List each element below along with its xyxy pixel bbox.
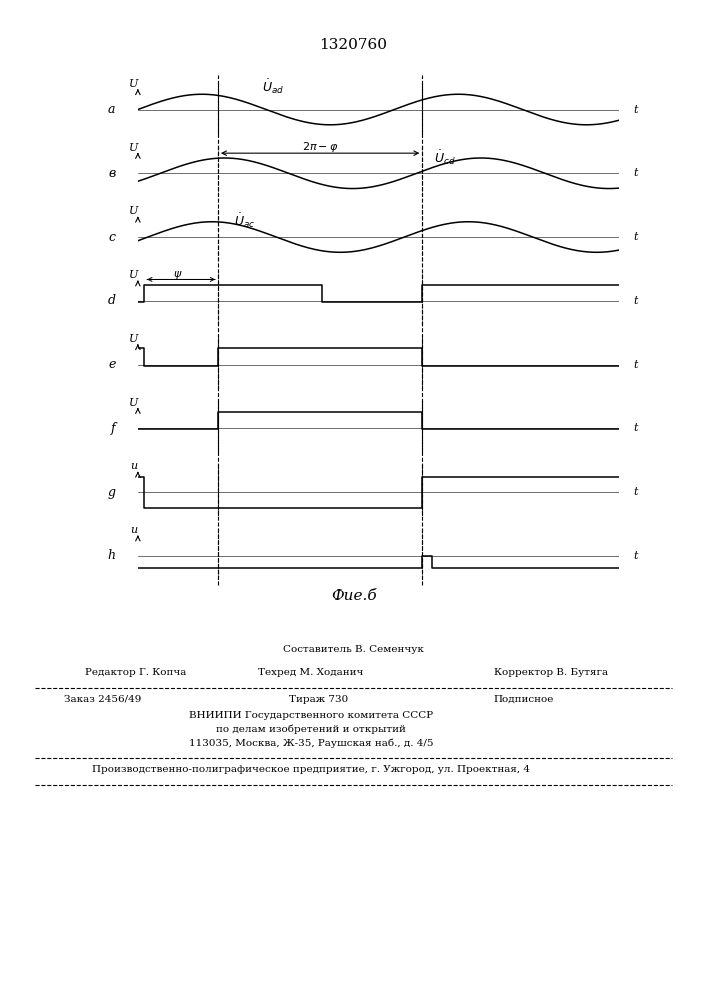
Text: $2\pi-\varphi$: $2\pi-\varphi$ [302,140,339,154]
Text: g: g [107,486,115,499]
Text: c: c [108,231,115,244]
Text: t: t [633,105,638,115]
Text: t: t [633,551,638,561]
Text: Составитель В. Семенчук: Составитель В. Семенчук [283,645,424,654]
Text: f: f [111,422,115,435]
Text: Заказ 2456/49: Заказ 2456/49 [64,695,141,704]
Text: t: t [633,360,638,370]
Text: U: U [129,206,139,216]
Text: t: t [633,232,638,242]
Text: u: u [130,461,137,471]
Text: Корректор В. Бутяга: Корректор В. Бутяга [494,668,609,677]
Text: u: u [130,525,137,535]
Text: t: t [633,296,638,306]
Text: по делам изобретений и открытий: по делам изобретений и открытий [216,724,406,734]
Text: $\dot{U}_{ac}$: $\dot{U}_{ac}$ [234,212,255,230]
Text: Фие.б: Фие.б [331,589,376,603]
Text: ВНИИПИ Государственного комитета СССР: ВНИИПИ Государственного комитета СССР [189,711,433,720]
Text: U: U [129,334,139,344]
Text: e: e [108,358,115,371]
Text: 1320760: 1320760 [320,38,387,52]
Text: a: a [108,103,115,116]
Text: t: t [633,423,638,433]
Text: Редактор Г. Копча: Редактор Г. Копча [85,668,186,677]
Text: U: U [129,398,139,408]
Text: t: t [633,487,638,497]
Text: в: в [108,167,115,180]
Text: d: d [107,294,115,307]
Text: U: U [129,270,139,280]
Text: h: h [107,549,115,562]
Text: $\psi$: $\psi$ [173,269,182,281]
Text: Техред М. Ходанич: Техред М. Ходанич [258,668,364,677]
Text: U: U [129,79,139,89]
Text: U: U [129,143,139,153]
Text: Производственно-полиграфическое предприятие, г. Ужгород, ул. Проектная, 4: Производственно-полиграфическое предприя… [92,765,530,774]
Text: $\dot{U}_{cd}$: $\dot{U}_{cd}$ [434,148,456,167]
Text: Тираж 730: Тираж 730 [288,695,348,704]
Text: t: t [633,168,638,178]
Text: 113035, Москва, Ж-35, Раушская наб., д. 4/5: 113035, Москва, Ж-35, Раушская наб., д. … [189,738,433,748]
Text: $\dot{U}_{ad}$: $\dot{U}_{ad}$ [262,77,284,96]
Text: Подписное: Подписное [493,695,554,704]
